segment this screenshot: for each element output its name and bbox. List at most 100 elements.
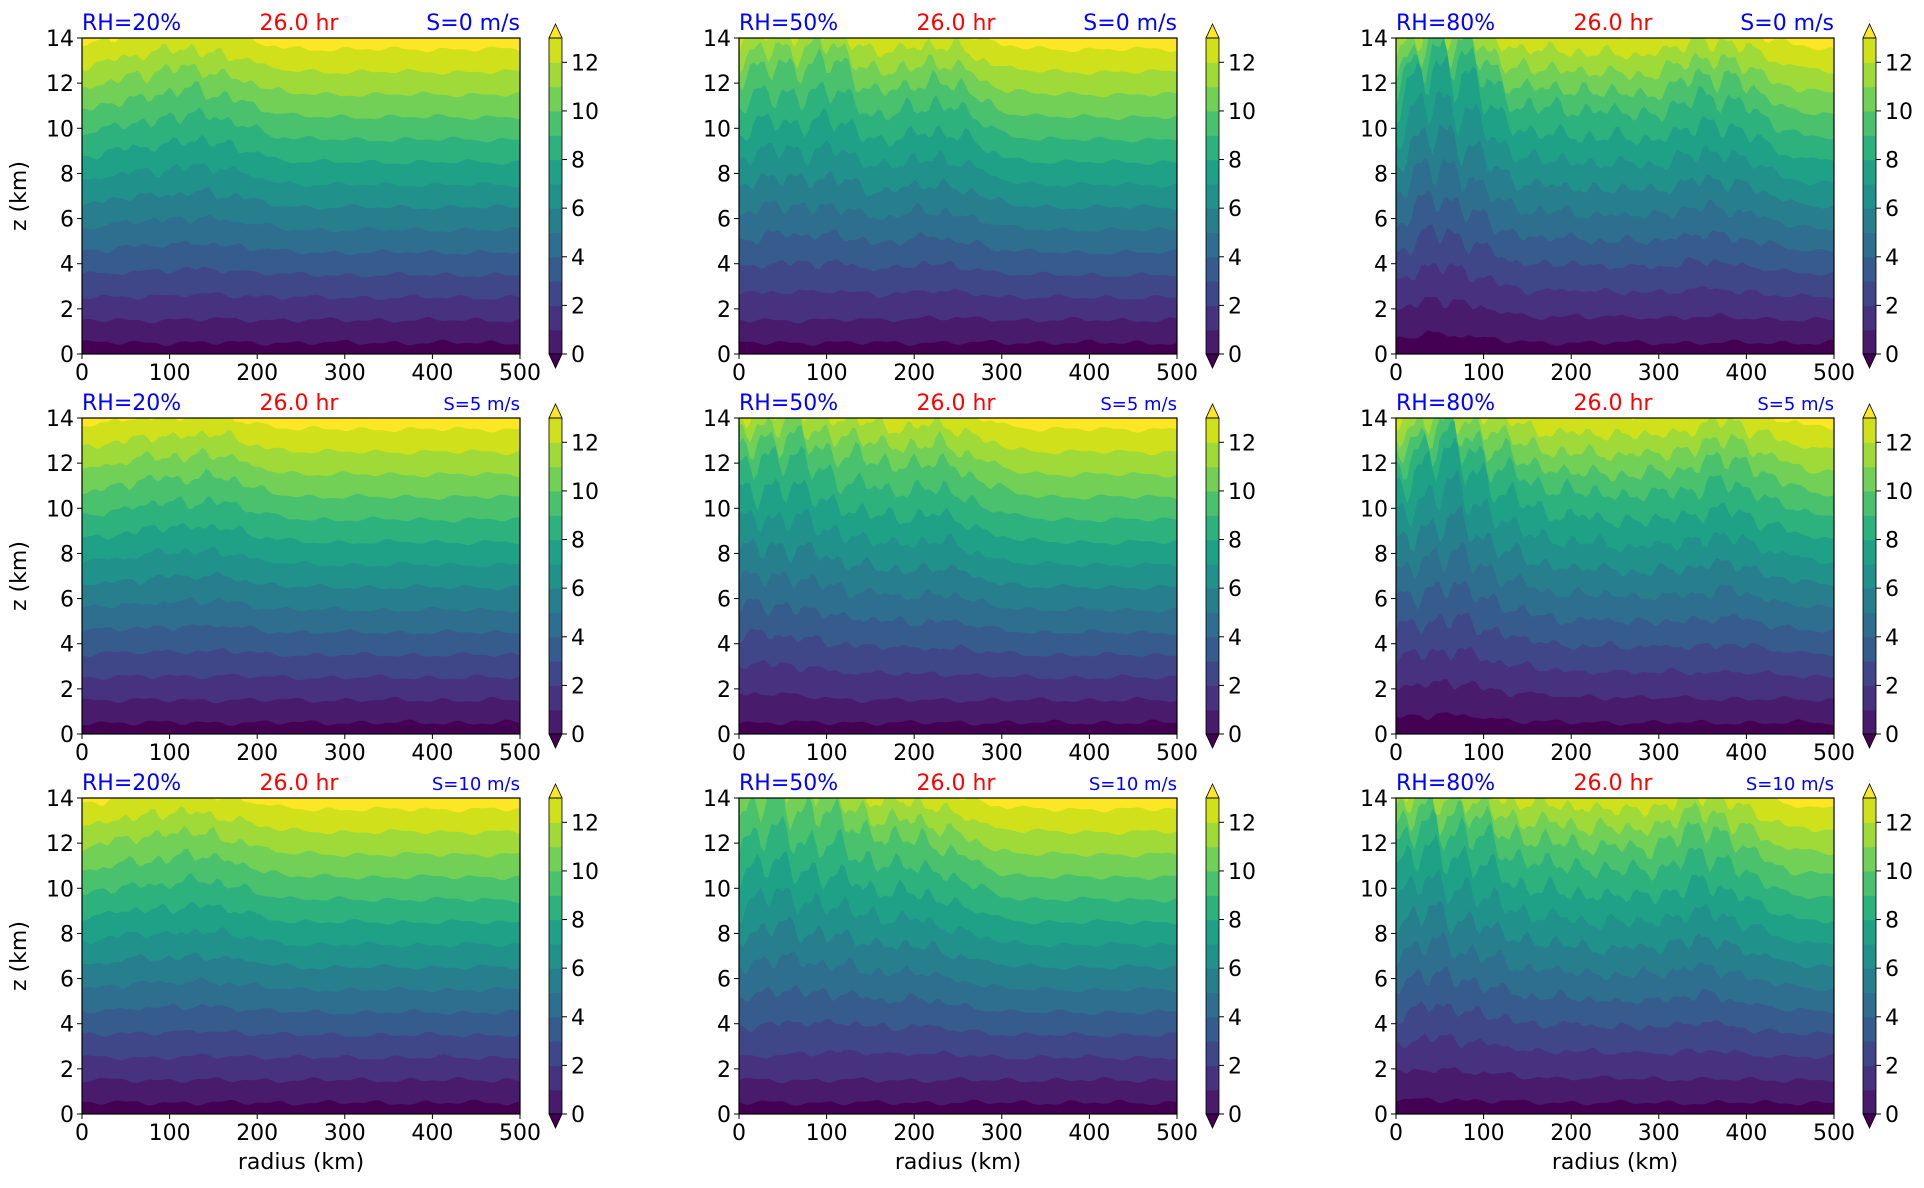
axes-frame (81, 417, 521, 735)
colorbar-extend-max (1205, 23, 1220, 39)
colorbar-segment (1206, 968, 1219, 994)
x-axis-label: radius (km) (895, 1150, 1021, 1175)
colorbar-segment (549, 86, 562, 112)
x-tick-label: 500 (1813, 361, 1855, 386)
colorbar-tick-label: 8 (1885, 529, 1899, 554)
shear-label: S=10 m/s (1089, 774, 1177, 795)
colorbar-segment (1206, 442, 1219, 468)
y-tick-label: 8 (60, 162, 74, 187)
y-tick-label: 0 (60, 343, 74, 368)
colorbar-segment (1863, 281, 1876, 306)
y-tick-label: 4 (717, 1013, 731, 1038)
y-tick-label: 2 (1374, 1058, 1388, 1083)
axes-frame (738, 417, 1178, 735)
contour-band (82, 339, 520, 354)
axes-frame (1395, 417, 1835, 735)
colorbar-tick-label: 0 (1885, 343, 1899, 368)
x-tick-label: 0 (1389, 1121, 1403, 1146)
x-tick-label: 0 (732, 361, 746, 386)
colorbar-tick-label: 12 (1228, 811, 1256, 836)
time-label: 26.0 hr (1574, 771, 1654, 796)
colorbar-segment (1863, 159, 1876, 185)
colorbar: 0 2 4 6 8 10 12 (1205, 23, 1256, 369)
y-tick-label: 2 (60, 1058, 74, 1083)
y-tick-label: 10 (46, 877, 74, 902)
colorbar-tick-label: 10 (1228, 480, 1256, 505)
y-tick-label: 10 (46, 117, 74, 142)
colorbar-segment (1206, 86, 1219, 112)
colorbar-segment (1206, 329, 1219, 355)
colorbar-segment (1863, 539, 1876, 565)
colorbar-segment (1206, 919, 1219, 945)
colorbar-segment (1863, 62, 1876, 88)
shear-label: S=5 m/s (1100, 394, 1177, 415)
y-tick-label: 8 (717, 922, 731, 947)
colorbar-segment (549, 919, 562, 945)
colorbar-tick-label: 6 (1228, 957, 1242, 982)
colorbar-segment (549, 612, 562, 638)
x-tick-label: 300 (324, 361, 366, 386)
colorbar-segment (549, 636, 562, 662)
colorbar-tick-label: 4 (1228, 246, 1242, 271)
colorbar-tick-label: 8 (1885, 909, 1899, 934)
x-tick-label: 300 (981, 1121, 1023, 1146)
y-tick-label: 2 (717, 1058, 731, 1083)
shear-label: S=5 m/s (443, 394, 520, 415)
shear-label: S=10 m/s (432, 774, 520, 795)
x-tick-label: 200 (893, 1121, 935, 1146)
colorbar-segment (1206, 636, 1219, 662)
colorbar-tick-label: 2 (571, 1054, 585, 1079)
colorbar-segment (1206, 183, 1219, 209)
colorbar-tick-label: 12 (571, 51, 599, 76)
time-label: 26.0 hr (260, 771, 340, 796)
y-tick-label: 8 (60, 922, 74, 947)
colorbar-tick-label: 10 (1885, 480, 1913, 505)
colorbar-extend-min (1205, 733, 1220, 749)
colorbar-segment (1863, 442, 1876, 468)
colorbar-tick-label: 8 (1228, 149, 1242, 174)
rh-label: RH=80% (1396, 11, 1495, 36)
time-label: 26.0 hr (1574, 11, 1654, 36)
y-tick-label: 12 (1360, 72, 1388, 97)
x-tick-label: 400 (411, 741, 453, 766)
colorbar-tick-label: 6 (1885, 957, 1899, 982)
colorbar-segment (1863, 305, 1876, 331)
colorbar: 0 2 4 6 8 10 12 (548, 23, 599, 369)
contour-fill (1396, 798, 1834, 1114)
colorbar-segment (549, 895, 562, 921)
x-tick-label: 400 (411, 361, 453, 386)
colorbar-segment (549, 1041, 562, 1066)
colorbar: 0 2 4 6 8 10 12 (1862, 23, 1913, 369)
y-tick-label: 2 (1374, 678, 1388, 703)
x-tick-label: 300 (1638, 361, 1680, 386)
y-tick-label: 6 (60, 588, 74, 613)
colorbar-segment (1863, 1016, 1876, 1042)
y-tick-label: 12 (703, 452, 731, 477)
colorbar-segment (1206, 1041, 1219, 1066)
colorbar-tick-label: 0 (571, 343, 585, 368)
x-tick-label: 100 (149, 1121, 191, 1146)
colorbar-segment (549, 515, 562, 541)
colorbar-extend-min (1862, 1113, 1877, 1129)
x-tick-label: 100 (806, 741, 848, 766)
y-tick-label: 0 (60, 1103, 74, 1128)
colorbar-tick-label: 10 (1885, 100, 1913, 125)
x-tick-label: 0 (1389, 741, 1403, 766)
colorbar-segment (1863, 895, 1876, 921)
x-tick-label: 100 (806, 361, 848, 386)
colorbar-tick-label: 2 (571, 674, 585, 699)
colorbar-tick-label: 0 (571, 723, 585, 748)
colorbar-segment (1863, 992, 1876, 1018)
y-tick-label: 8 (1374, 542, 1388, 567)
colorbar-tick-label: 0 (571, 1103, 585, 1128)
colorbar-segment (549, 110, 562, 136)
colorbar-segment (1863, 110, 1876, 136)
colorbar-segment (549, 563, 562, 589)
colorbar-segment (549, 281, 562, 306)
colorbar-segment (549, 62, 562, 88)
